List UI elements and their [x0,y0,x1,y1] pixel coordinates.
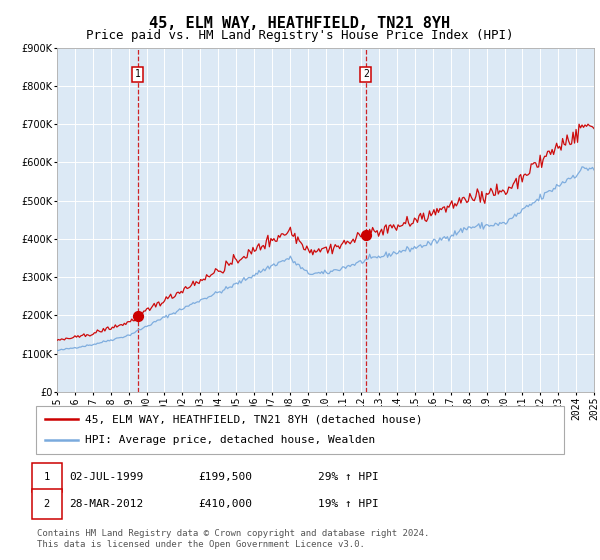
Text: 45, ELM WAY, HEATHFIELD, TN21 8YH (detached house): 45, ELM WAY, HEATHFIELD, TN21 8YH (detac… [85,414,422,424]
Point [133,311,142,320]
Text: 1: 1 [134,69,140,80]
Text: 2: 2 [44,499,50,509]
Text: 45, ELM WAY, HEATHFIELD, TN21 8YH: 45, ELM WAY, HEATHFIELD, TN21 8YH [149,16,451,31]
Text: 02-JUL-1999: 02-JUL-1999 [69,472,143,482]
Text: 2: 2 [363,69,369,80]
Point [361,231,371,240]
Text: 1: 1 [44,472,50,482]
Text: £410,000: £410,000 [198,499,252,509]
Text: Contains HM Land Registry data © Crown copyright and database right 2024.
This d: Contains HM Land Registry data © Crown c… [37,529,430,549]
Text: 28-MAR-2012: 28-MAR-2012 [69,499,143,509]
Text: HPI: Average price, detached house, Wealden: HPI: Average price, detached house, Weal… [85,435,376,445]
Text: Price paid vs. HM Land Registry's House Price Index (HPI): Price paid vs. HM Land Registry's House … [86,29,514,42]
Text: 29% ↑ HPI: 29% ↑ HPI [318,472,379,482]
Text: £199,500: £199,500 [198,472,252,482]
Text: 19% ↑ HPI: 19% ↑ HPI [318,499,379,509]
